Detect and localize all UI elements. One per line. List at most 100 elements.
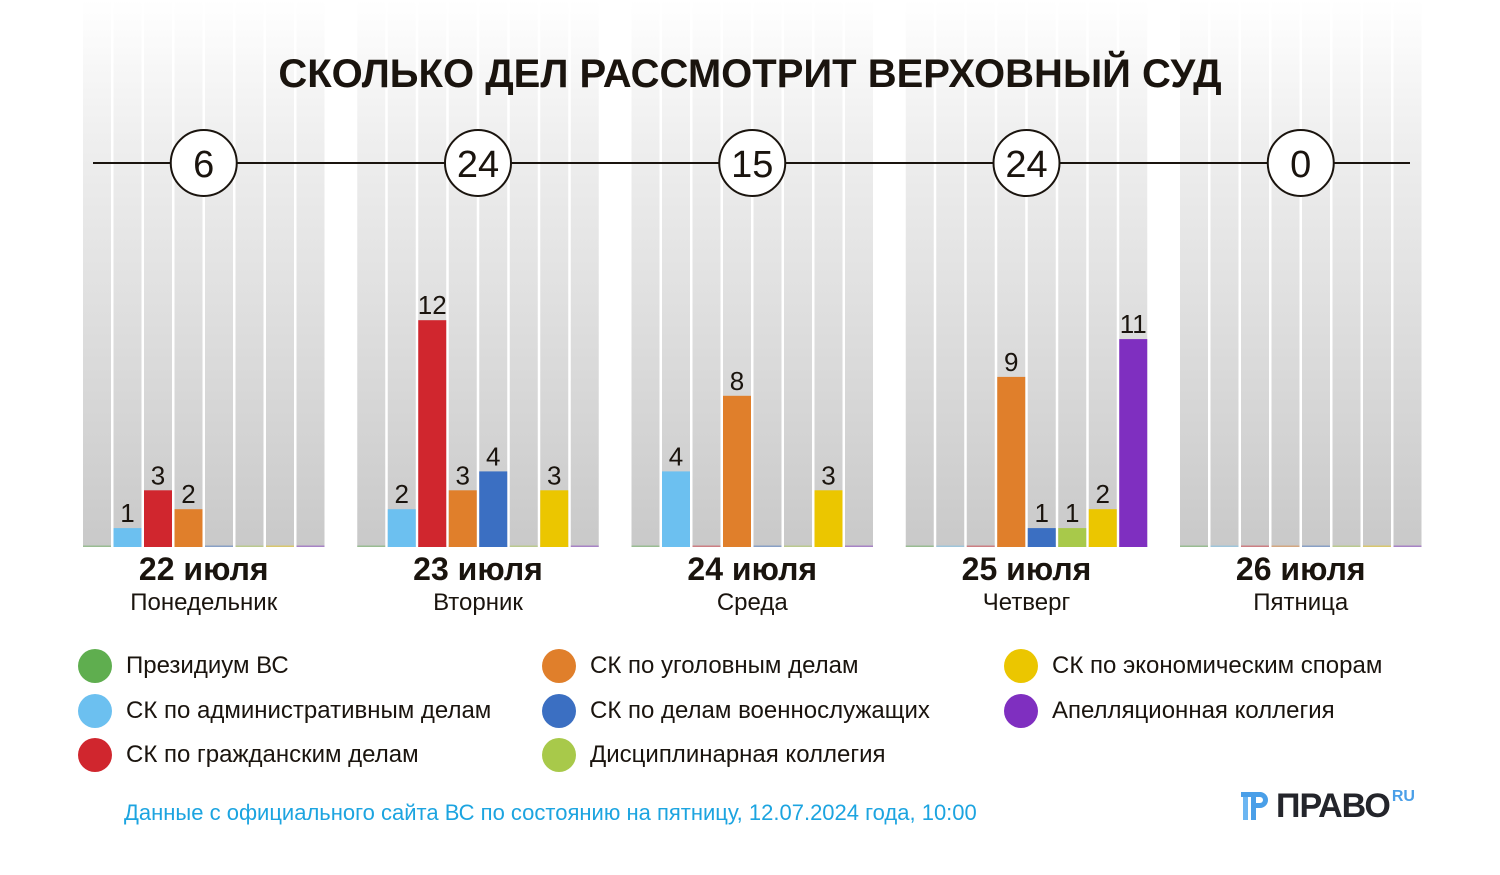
stripe-baseline: [1302, 545, 1330, 547]
bar: [1088, 509, 1117, 547]
day-weekday: Среда: [716, 589, 788, 616]
stripe: [83, 0, 111, 547]
stripe-baseline: [966, 545, 995, 547]
legend-color-dot: [1004, 649, 1038, 683]
stripe: [479, 0, 508, 547]
stripe-baseline: [905, 545, 934, 547]
legend-label: СК по уголовным делам: [590, 652, 859, 679]
day-date: 26 июля: [1235, 551, 1366, 587]
total-value: 24: [1005, 144, 1047, 186]
bar: [814, 490, 843, 547]
total-circle: [992, 129, 1061, 197]
stripe: [144, 0, 172, 547]
bar-value-label: 11: [1120, 309, 1147, 339]
logo-text: ПРАВО: [1276, 786, 1391, 825]
bar-value-label: 3: [151, 460, 165, 490]
pravo-ru-logo: ПРАВО RU: [1240, 786, 1415, 826]
bar-value-label: 3: [821, 460, 835, 490]
stripe: [1363, 0, 1391, 547]
legend-label: СК по экономическим спорам: [1052, 652, 1383, 679]
legend-label: Дисциплинарная коллегия: [590, 741, 886, 768]
stripe: [540, 0, 569, 547]
stripe-baseline: [1241, 545, 1269, 547]
bar: [540, 490, 569, 547]
timeline: 6 24 15 24 0: [93, 129, 1410, 197]
stripe: [387, 0, 416, 547]
logo-suffix: RU: [1391, 788, 1415, 805]
stripe: [570, 0, 599, 547]
stripe: [1088, 0, 1117, 547]
stripe-baseline: [1210, 545, 1239, 547]
day-weekday: Четверг: [982, 589, 1071, 616]
bar-value-label: 2: [395, 479, 409, 509]
stripe: [845, 0, 873, 547]
stripe: [753, 0, 782, 547]
legend-item: СК по административным делам: [78, 693, 491, 729]
stripe: [1058, 0, 1087, 547]
total-value: 15: [731, 144, 773, 186]
bar-value-label: 1: [1035, 498, 1049, 528]
stripe: [235, 0, 264, 547]
bar-value-label: 9: [1004, 347, 1018, 377]
day-label: 24 июля Среда: [615, 550, 889, 618]
legend-label: Апелляционная коллегия: [1052, 696, 1335, 724]
day-label: 22 июля Понедельник: [67, 550, 341, 618]
stripe: [1302, 0, 1330, 547]
legend-color-dot: [78, 738, 112, 772]
total-circle: [1266, 129, 1335, 197]
day-date: 22 июля: [138, 551, 269, 587]
stripe-baseline: [205, 545, 233, 547]
bar: [387, 509, 416, 547]
bar: [418, 320, 447, 547]
chart-title: СКОЛЬКО ДЕЛ РАССМОТРИТ ВЕРХОВНЫЙ СУД: [278, 52, 1222, 96]
stripe-baseline: [570, 545, 599, 547]
total-value: 0: [1290, 144, 1311, 186]
bar-value-label: 8: [730, 366, 744, 396]
bar: [1058, 528, 1087, 547]
stripe: [936, 0, 965, 547]
stripe-baseline: [631, 545, 660, 547]
total-circle: [444, 129, 512, 197]
stripe: [814, 0, 843, 547]
source-note: Данные с официального сайта ВС по состоя…: [124, 800, 977, 825]
stripe: [174, 0, 203, 547]
stripe-baseline: [235, 545, 264, 547]
stripe: [266, 0, 294, 547]
legend-label: СК по административным делам: [126, 696, 492, 724]
day-label: 25 июля Четверг: [890, 550, 1164, 618]
legend-color-dot: [542, 693, 576, 728]
day-weekday: Понедельник: [130, 589, 278, 616]
bar-value-label: 2: [1096, 479, 1110, 509]
day-weekday: Пятница: [1253, 589, 1349, 616]
bar: [113, 528, 142, 547]
stripe: [1393, 0, 1422, 547]
total-value: 24: [457, 144, 499, 186]
day-date: 25 июля: [961, 551, 1092, 587]
stripe: [357, 0, 386, 547]
bar: [144, 490, 172, 547]
bar: [479, 471, 508, 547]
legend-label: СК по делам военнослужащих: [590, 696, 930, 724]
legend-item: Дисциплинарная коллегия: [542, 737, 886, 773]
day-date: 23 июля: [413, 551, 543, 587]
bar-value-label: 4: [669, 441, 683, 471]
pravo-logo-icon: [1241, 792, 1268, 820]
background-stripes: [83, 0, 1422, 547]
total-value: 6: [193, 144, 214, 186]
legend-item: СК по делам военнослужащих: [542, 693, 930, 729]
bar: [723, 395, 751, 547]
legend-color-dot: [542, 738, 576, 772]
stripe: [692, 0, 721, 547]
day-label: 23 июля Вторник: [341, 550, 615, 618]
bar-value-label: 4: [486, 441, 500, 471]
day-label: 26 июля Пятница: [1164, 550, 1438, 618]
bar-value-label: 3: [456, 460, 470, 490]
day-date: 24 июля: [687, 551, 818, 587]
legend-item: Президиум ВС: [78, 648, 289, 684]
stripe: [1241, 0, 1269, 547]
bar: [448, 490, 477, 547]
stripe-baseline: [1180, 545, 1208, 547]
legend-label: СК по гражданским делам: [126, 741, 419, 768]
stripe-baseline: [784, 545, 812, 547]
legend-color-dot: [78, 693, 112, 728]
